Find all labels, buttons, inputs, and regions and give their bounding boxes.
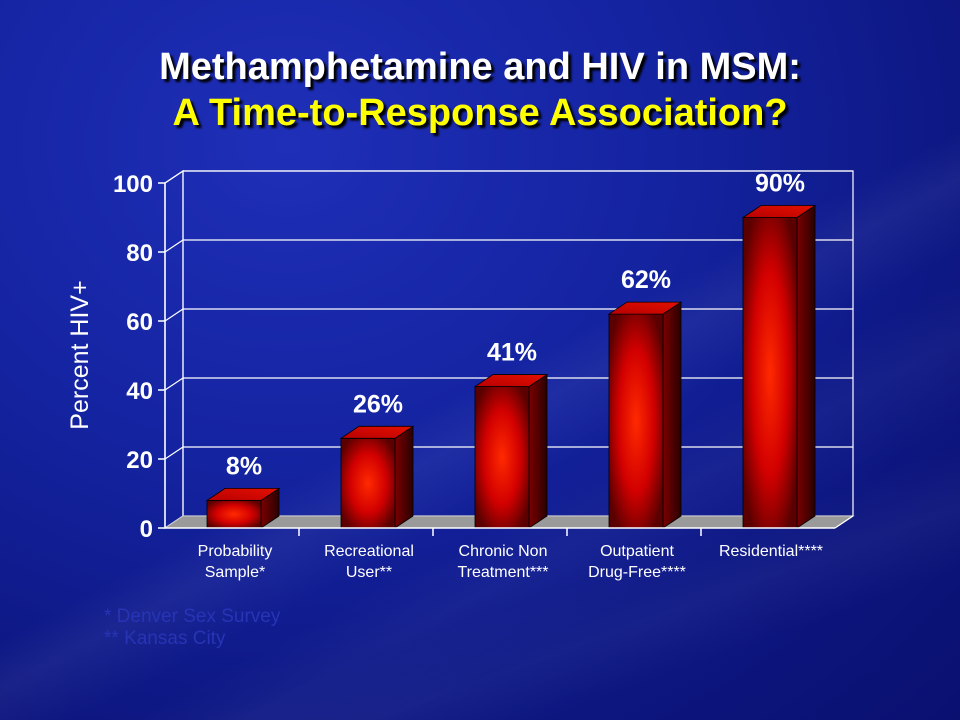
bar bbox=[608, 313, 664, 529]
footnote: * Denver Sex Survey bbox=[104, 606, 281, 627]
x-tick-label: Treatment*** bbox=[458, 564, 549, 581]
data-label: 90% bbox=[755, 170, 805, 198]
bar-side bbox=[662, 301, 682, 529]
x-tick-label: Probability bbox=[198, 543, 273, 560]
y-tick-label: 80 bbox=[126, 240, 153, 267]
bar-top bbox=[473, 374, 549, 387]
data-label: 41% bbox=[487, 339, 537, 367]
x-tick-label: User** bbox=[346, 564, 392, 581]
bar bbox=[742, 217, 798, 529]
bar-top bbox=[741, 205, 817, 218]
gridline bbox=[164, 170, 853, 184]
y-tick-label: 100 bbox=[113, 171, 153, 198]
bar-top bbox=[339, 425, 415, 439]
y-tick-label: 60 bbox=[126, 309, 153, 336]
bar-side bbox=[394, 425, 414, 529]
bar bbox=[474, 386, 530, 529]
footnote: ** Kansas City bbox=[104, 628, 226, 649]
gridline bbox=[164, 239, 853, 253]
x-tick-label: Drug-Free**** bbox=[588, 564, 686, 581]
x-tick-label: Recreational bbox=[324, 543, 414, 560]
data-label: 62% bbox=[621, 266, 671, 294]
plot-side-wall bbox=[164, 169, 184, 530]
y-tick-label: 0 bbox=[140, 516, 153, 543]
bar-top bbox=[205, 487, 281, 501]
bar bbox=[206, 499, 262, 529]
slide-title-line2: A Time-to-Response Association? bbox=[172, 92, 788, 134]
x-axis-edge bbox=[834, 515, 854, 529]
bar bbox=[340, 437, 396, 529]
slide-title-line1: Methamphetamine and HIV in MSM: bbox=[159, 46, 801, 88]
y-tick-label: 40 bbox=[126, 378, 153, 405]
x-tick-label: Chronic Non bbox=[459, 543, 548, 560]
data-label: 26% bbox=[353, 390, 403, 418]
bar-side bbox=[528, 373, 548, 529]
data-label: 8% bbox=[226, 452, 262, 480]
x-tick-label: Residential**** bbox=[719, 543, 823, 560]
y-tick-label: 20 bbox=[126, 447, 153, 474]
bar-top bbox=[607, 301, 683, 315]
y-axis-title: Percent HIV+ bbox=[66, 280, 94, 429]
x-tick-label: Sample* bbox=[205, 564, 265, 581]
x-tick-label: Outpatient bbox=[600, 543, 674, 560]
bar-side bbox=[796, 204, 816, 529]
